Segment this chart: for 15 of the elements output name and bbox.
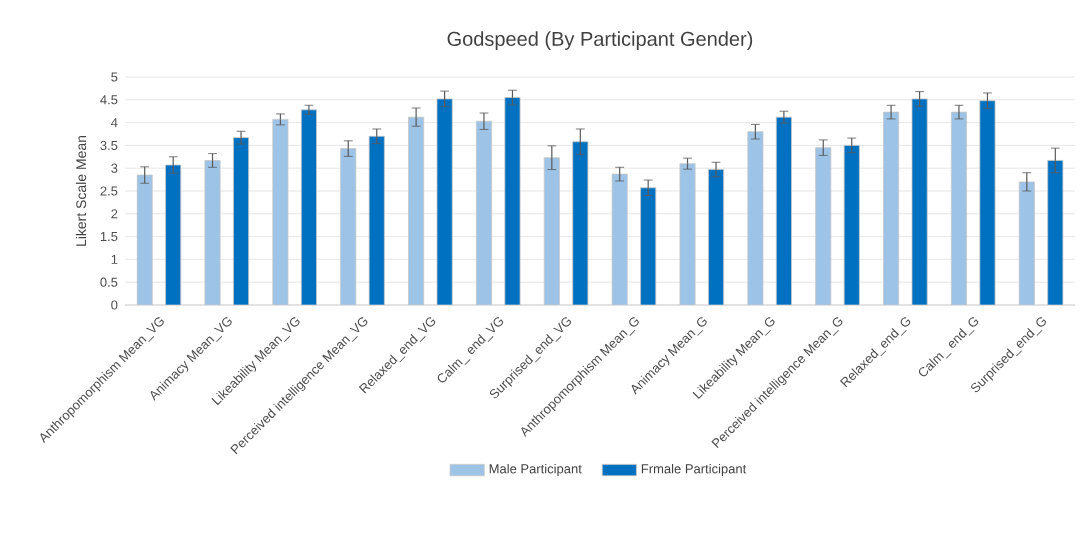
y-tick-label: 2	[111, 209, 118, 219]
legend-label: Male Participant	[489, 463, 582, 476]
y-tick-label: 5	[111, 72, 118, 82]
y-tick-label: 4.5	[100, 95, 118, 105]
y-tick-label: 0	[111, 300, 118, 310]
y-tick-label: 3	[111, 163, 118, 173]
y-tick-label: 1	[111, 254, 118, 264]
y-tick-label: 2.5	[100, 186, 118, 196]
y-tick-label: 3.5	[100, 140, 118, 150]
y-tick-label: 1.5	[100, 232, 118, 242]
legend-label: Frmale Participant	[641, 463, 747, 476]
chart-title: Godspeed (By Participant Gender)	[447, 31, 753, 50]
y-axis-title: Likert Scale Mean	[75, 135, 87, 246]
y-tick-label: 0.5	[100, 277, 118, 287]
y-tick-label: 4	[111, 118, 118, 128]
